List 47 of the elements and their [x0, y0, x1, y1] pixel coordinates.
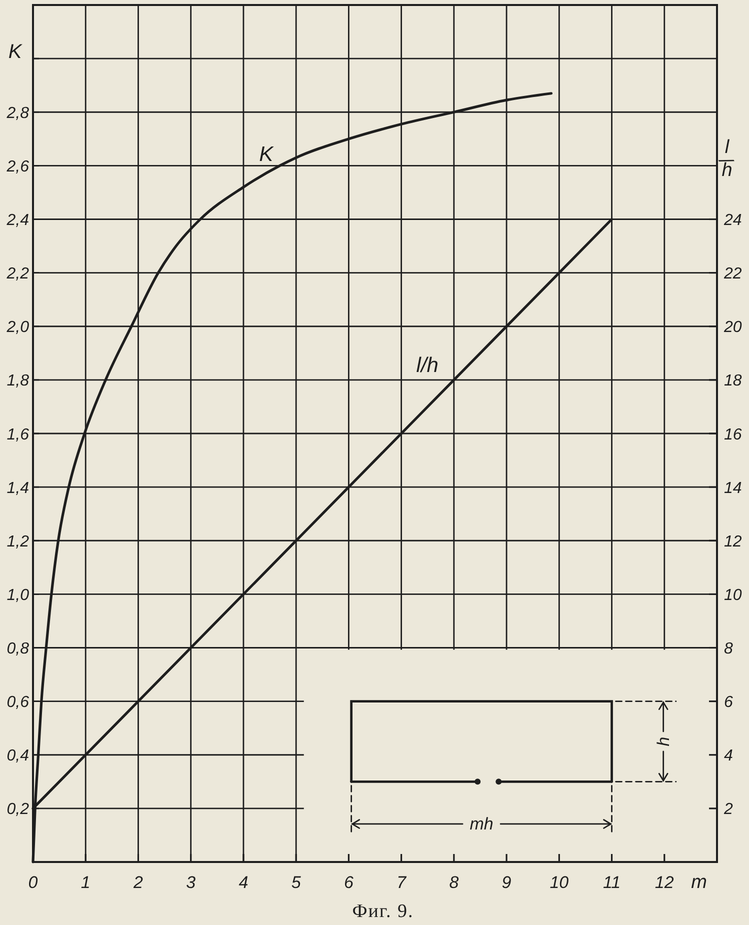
x-tick-label: 2 [132, 873, 144, 892]
y-tick-label: 0,8 [6, 640, 30, 658]
x-tick-label: 8 [449, 873, 460, 892]
y2-tick-label: 24 [723, 212, 742, 230]
y2-axis-title: l/h [714, 137, 736, 181]
y-tick-label: 1,8 [6, 372, 30, 390]
y-tick-label: 1,4 [6, 480, 30, 497]
series-label: K [259, 142, 274, 166]
x-tick-label: 11 [602, 873, 621, 892]
y2-tick-label: 10 [724, 586, 742, 604]
text: Фиг. 9. [352, 901, 414, 922]
x-tick-label: 6 [344, 873, 354, 892]
annotation: h [654, 736, 673, 746]
y2-tick-label: 14 [724, 480, 742, 497]
y2-tick-label: 18 [724, 372, 742, 390]
x-tick-label: 5 [291, 873, 302, 892]
x-tick-label: 9 [502, 873, 512, 892]
series-label: l/h [416, 354, 438, 378]
x-axis-title: m [691, 872, 707, 893]
y2-tick-label: 12 [724, 533, 742, 550]
y2-tick-label: 2 [723, 801, 733, 818]
x-tick-label: 10 [550, 873, 570, 892]
y-tick-label: 2,2 [6, 266, 30, 283]
y-tick-label: 1,0 [6, 586, 30, 604]
y-tick-label: 2,4 [6, 212, 30, 230]
y2-tick-label: 6 [724, 694, 733, 712]
y-tick-label: 2,6 [6, 158, 30, 176]
y2-tick-label: 16 [724, 426, 742, 444]
x-tick-label: 12 [654, 873, 674, 892]
x-tick-label: 4 [238, 873, 248, 892]
y2-tick-label: 22 [723, 266, 742, 283]
x-tick-label: 0 [28, 873, 38, 892]
annotation: mh [470, 814, 494, 834]
y-tick-label: 0,6 [6, 694, 30, 712]
y-tick-label: 0,2 [6, 801, 30, 818]
y2-tick-label: 8 [724, 640, 733, 658]
y-tick-label: 1,2 [6, 533, 30, 550]
y-tick-label: 2,0 [6, 319, 30, 336]
x-tick-label: 7 [396, 873, 407, 892]
x-tick-label: 3 [186, 873, 196, 892]
y-axis-title: K [8, 41, 24, 63]
y-tick-label: 0,4 [6, 748, 30, 765]
y-tick-label: 1,6 [6, 426, 30, 444]
y2-tick-label: 20 [723, 319, 742, 336]
x-tick-label: 1 [80, 873, 90, 892]
y2-tick-label: 4 [724, 748, 733, 765]
y-tick-label: 2,8 [6, 104, 30, 122]
